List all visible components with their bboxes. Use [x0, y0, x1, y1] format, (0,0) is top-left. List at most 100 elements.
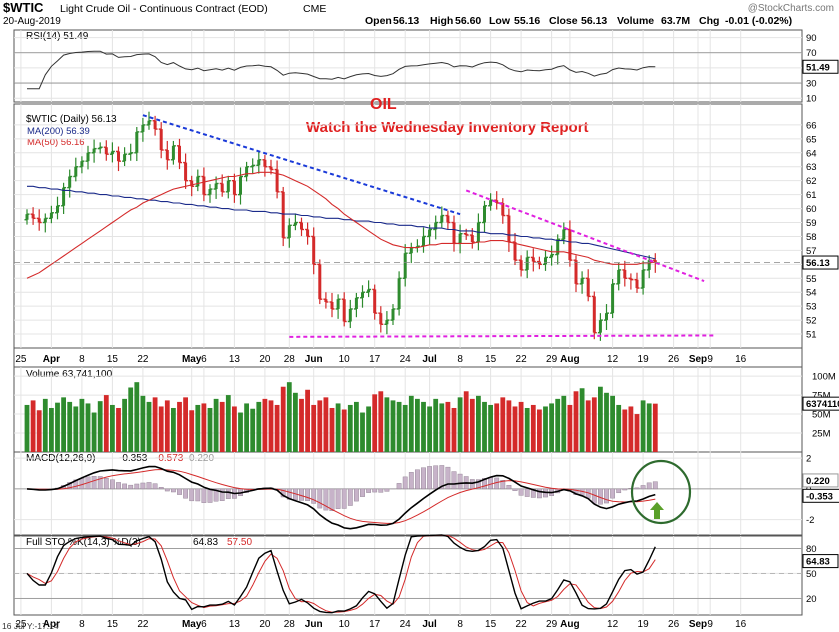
price-y-tick-15: 66 [806, 120, 817, 131]
stoch-legend-k: 64.83 [193, 537, 218, 548]
volume-bar [79, 398, 85, 452]
macd-panel: MACD(12,26,9) -0.353 -0.573 0.220 20-20.… [14, 453, 839, 530]
price-legend: $WTIC (Daily) 56.13 [26, 114, 117, 125]
volume-bar [347, 404, 353, 452]
x-tick-label-bottom-21: 19 [638, 619, 650, 630]
macd-histogram-bar [518, 488, 524, 496]
volume-bar [341, 409, 347, 452]
volume-bar [634, 414, 640, 452]
volume-bar [408, 395, 414, 452]
volume-bar [354, 401, 359, 452]
candle-body [300, 222, 303, 230]
panel-frame-vol [13, 366, 803, 453]
candle [610, 278, 616, 319]
candle [116, 146, 121, 172]
candle [305, 222, 311, 245]
footer-readout: 16 Jul Y:-17.14 [2, 621, 59, 631]
macd-histogram-bar [372, 488, 378, 493]
candle-body [501, 202, 505, 216]
candle-body [403, 253, 407, 279]
candle [152, 115, 158, 136]
volume-bar [384, 397, 390, 452]
macd-histogram-bar [530, 488, 536, 498]
candle-body [373, 289, 377, 314]
candle-body [306, 229, 310, 237]
candle [518, 255, 524, 277]
candle [433, 215, 439, 240]
candle-body [440, 215, 444, 223]
x-tick-label-25: 16 [735, 354, 747, 365]
volume-bar [238, 412, 243, 452]
candle [640, 260, 646, 295]
candle [238, 167, 243, 205]
price-panel: OIL Watch the Wednesday Inventory Report… [14, 96, 839, 341]
candle [207, 184, 213, 203]
candle-body [263, 159, 267, 167]
candle [372, 284, 378, 320]
volume-last-label: 63741100 [806, 399, 839, 410]
candle [146, 111, 152, 130]
candle [225, 175, 231, 199]
candle-body [117, 151, 120, 162]
macd-histogram-bar [366, 488, 371, 493]
candle-body [446, 215, 450, 223]
candle [299, 217, 304, 237]
x-tick-label-21: 19 [638, 354, 650, 365]
macd-histogram-bar [488, 477, 493, 490]
candle-body [537, 261, 541, 265]
macd-last-label-macd-box [802, 488, 839, 503]
macd-histogram-bar [433, 465, 439, 490]
macd-histogram-bar [604, 488, 609, 504]
macd-histogram-bar [537, 488, 542, 499]
candle [628, 273, 634, 290]
candle [183, 153, 189, 189]
candle-body [239, 176, 242, 195]
candle [274, 160, 280, 199]
candle-body [37, 218, 41, 223]
candle [97, 142, 103, 154]
volume-bar [524, 407, 530, 452]
macd-histogram-bar [317, 488, 323, 509]
volume-bar [390, 400, 396, 452]
candle [109, 142, 115, 163]
x-tick-label-bottom-8: 20 [259, 619, 271, 630]
candle [48, 205, 54, 224]
candle-body [312, 236, 316, 265]
candle-body [647, 260, 651, 270]
x-tick-label-6: 6 [201, 354, 207, 365]
macd-histogram-bar [201, 488, 207, 503]
volume-bar [396, 401, 402, 452]
candle [213, 176, 219, 199]
volume-bar [274, 404, 280, 452]
candle-body [422, 236, 425, 247]
volume-bar [67, 401, 73, 452]
macd-histogram-bar [482, 478, 487, 490]
candle [323, 292, 329, 309]
volume-bar [183, 397, 188, 452]
volume-y-tick-1: 75M [812, 391, 831, 402]
price-y-tick-2: 53 [806, 302, 817, 313]
macd-histogram-bar [506, 485, 512, 490]
candle [573, 255, 579, 293]
x-tick-label-bottom-1: Apr [43, 619, 60, 630]
candle [79, 156, 85, 174]
candle-body [141, 124, 145, 132]
x-tick-label-bottom-5: May [182, 619, 202, 630]
volume-bar [543, 406, 548, 452]
candle-body [342, 299, 346, 322]
candle-body [251, 165, 255, 167]
candle-body [379, 313, 383, 325]
candle [91, 139, 97, 163]
price-last-label-box [802, 255, 839, 270]
candle-body [171, 145, 175, 160]
low-value: 55.16 [514, 15, 540, 27]
volume-bar [207, 407, 213, 452]
volume-bar [628, 406, 634, 452]
volume-bar [372, 394, 378, 452]
macd-histogram-bar [354, 488, 359, 502]
candle [634, 272, 640, 293]
candle [482, 200, 487, 233]
candle-body [464, 233, 468, 236]
candle [164, 140, 170, 170]
candle [439, 206, 445, 228]
